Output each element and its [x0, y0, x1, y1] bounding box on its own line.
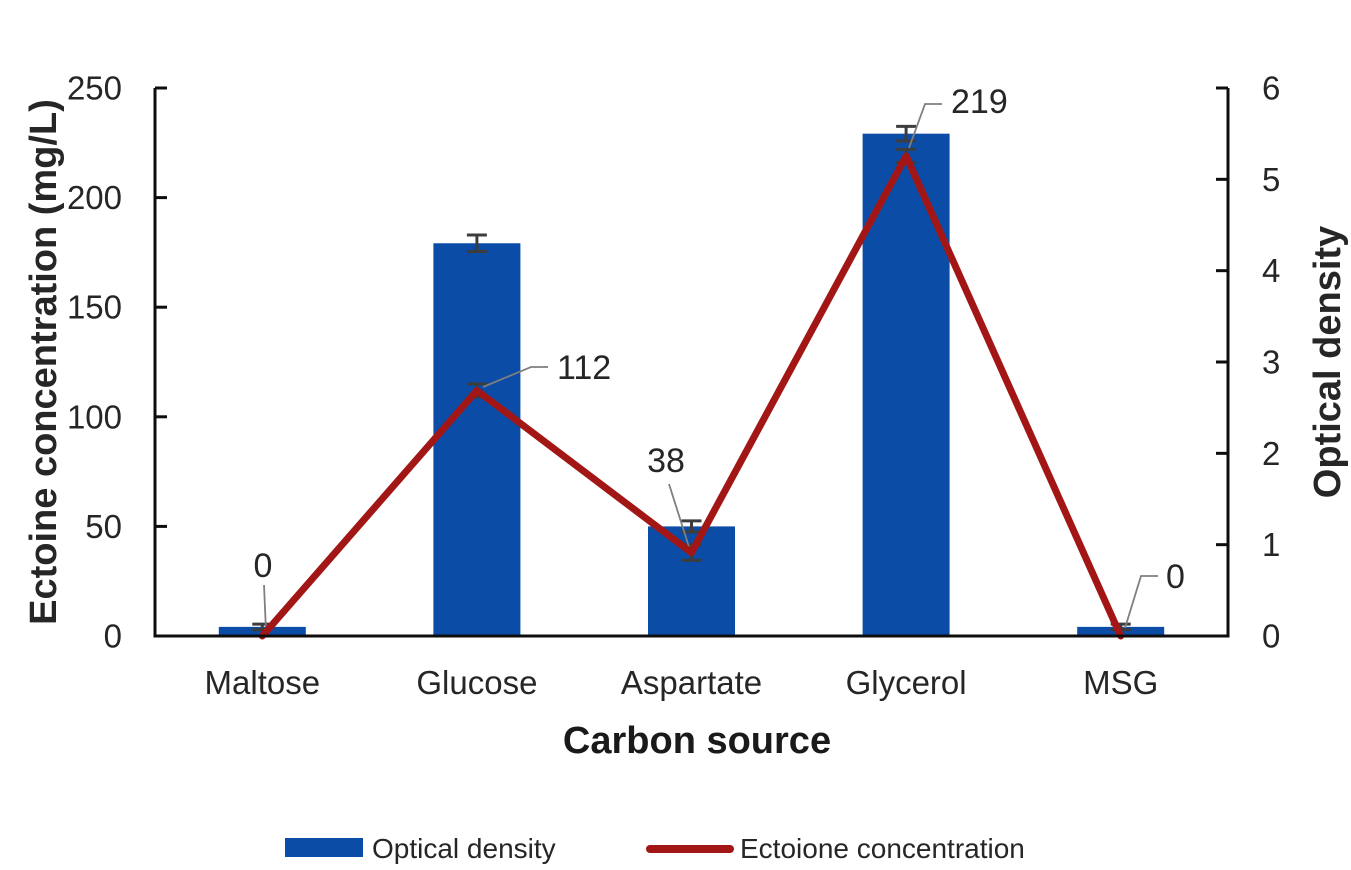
data-label-glycerol: 219 [951, 83, 1008, 121]
leader-line [263, 584, 267, 632]
right-tick-label-6: 6 [1262, 70, 1280, 107]
right-tick-label-4: 4 [1262, 252, 1280, 289]
legend-label-ectoine: Ectoione concentration [740, 833, 1025, 864]
data-label-aspartate: 38 [647, 442, 685, 480]
right-tick-label-2: 2 [1262, 435, 1280, 472]
leader-line [1124, 575, 1158, 629]
bar-glucose [433, 243, 521, 636]
left-axis-title: Ectoine concentration (mg/L) [23, 99, 65, 625]
leader-line [482, 366, 548, 388]
left-tick-label-250: 250 [67, 70, 122, 107]
leader-line [668, 483, 690, 548]
legend: Optical density Ectoione concentration [285, 833, 1025, 864]
right-tick-label-3: 3 [1262, 344, 1280, 381]
bar-aspartate [648, 526, 735, 636]
x-tick-label-glucose: Glucose [416, 664, 537, 701]
x-tick-label-msg: MSG [1083, 664, 1158, 701]
right-axis-title: Optical density [1307, 226, 1349, 498]
data-label-glucose: 112 [557, 349, 611, 387]
left-tick-label-100: 100 [67, 398, 122, 435]
legend-swatch-optical-density [285, 838, 363, 857]
x-tick-label-aspartate: Aspartate [621, 664, 762, 701]
legend-label-optical-density: Optical density [372, 833, 556, 864]
data-label-msg: 0 [1166, 558, 1185, 596]
left-tick-label-200: 200 [67, 179, 122, 216]
leader-line [908, 103, 942, 149]
left-tick-label-150: 150 [67, 289, 122, 326]
x-tick-label-maltose: Maltose [205, 664, 321, 701]
right-tick-label-0: 0 [1262, 618, 1280, 655]
right-tick-label-5: 5 [1262, 161, 1280, 198]
left-tick-label-50: 50 [85, 508, 122, 545]
left-tick-label-0: 0 [104, 618, 122, 655]
data-label-maltose: 0 [254, 547, 273, 585]
right-tick-label-1: 1 [1262, 526, 1280, 563]
ectoine-concentration-line [258, 152, 1125, 640]
x-axis-title: Carbon source [563, 720, 831, 762]
x-tick-label-glycerol: Glycerol [846, 664, 967, 701]
